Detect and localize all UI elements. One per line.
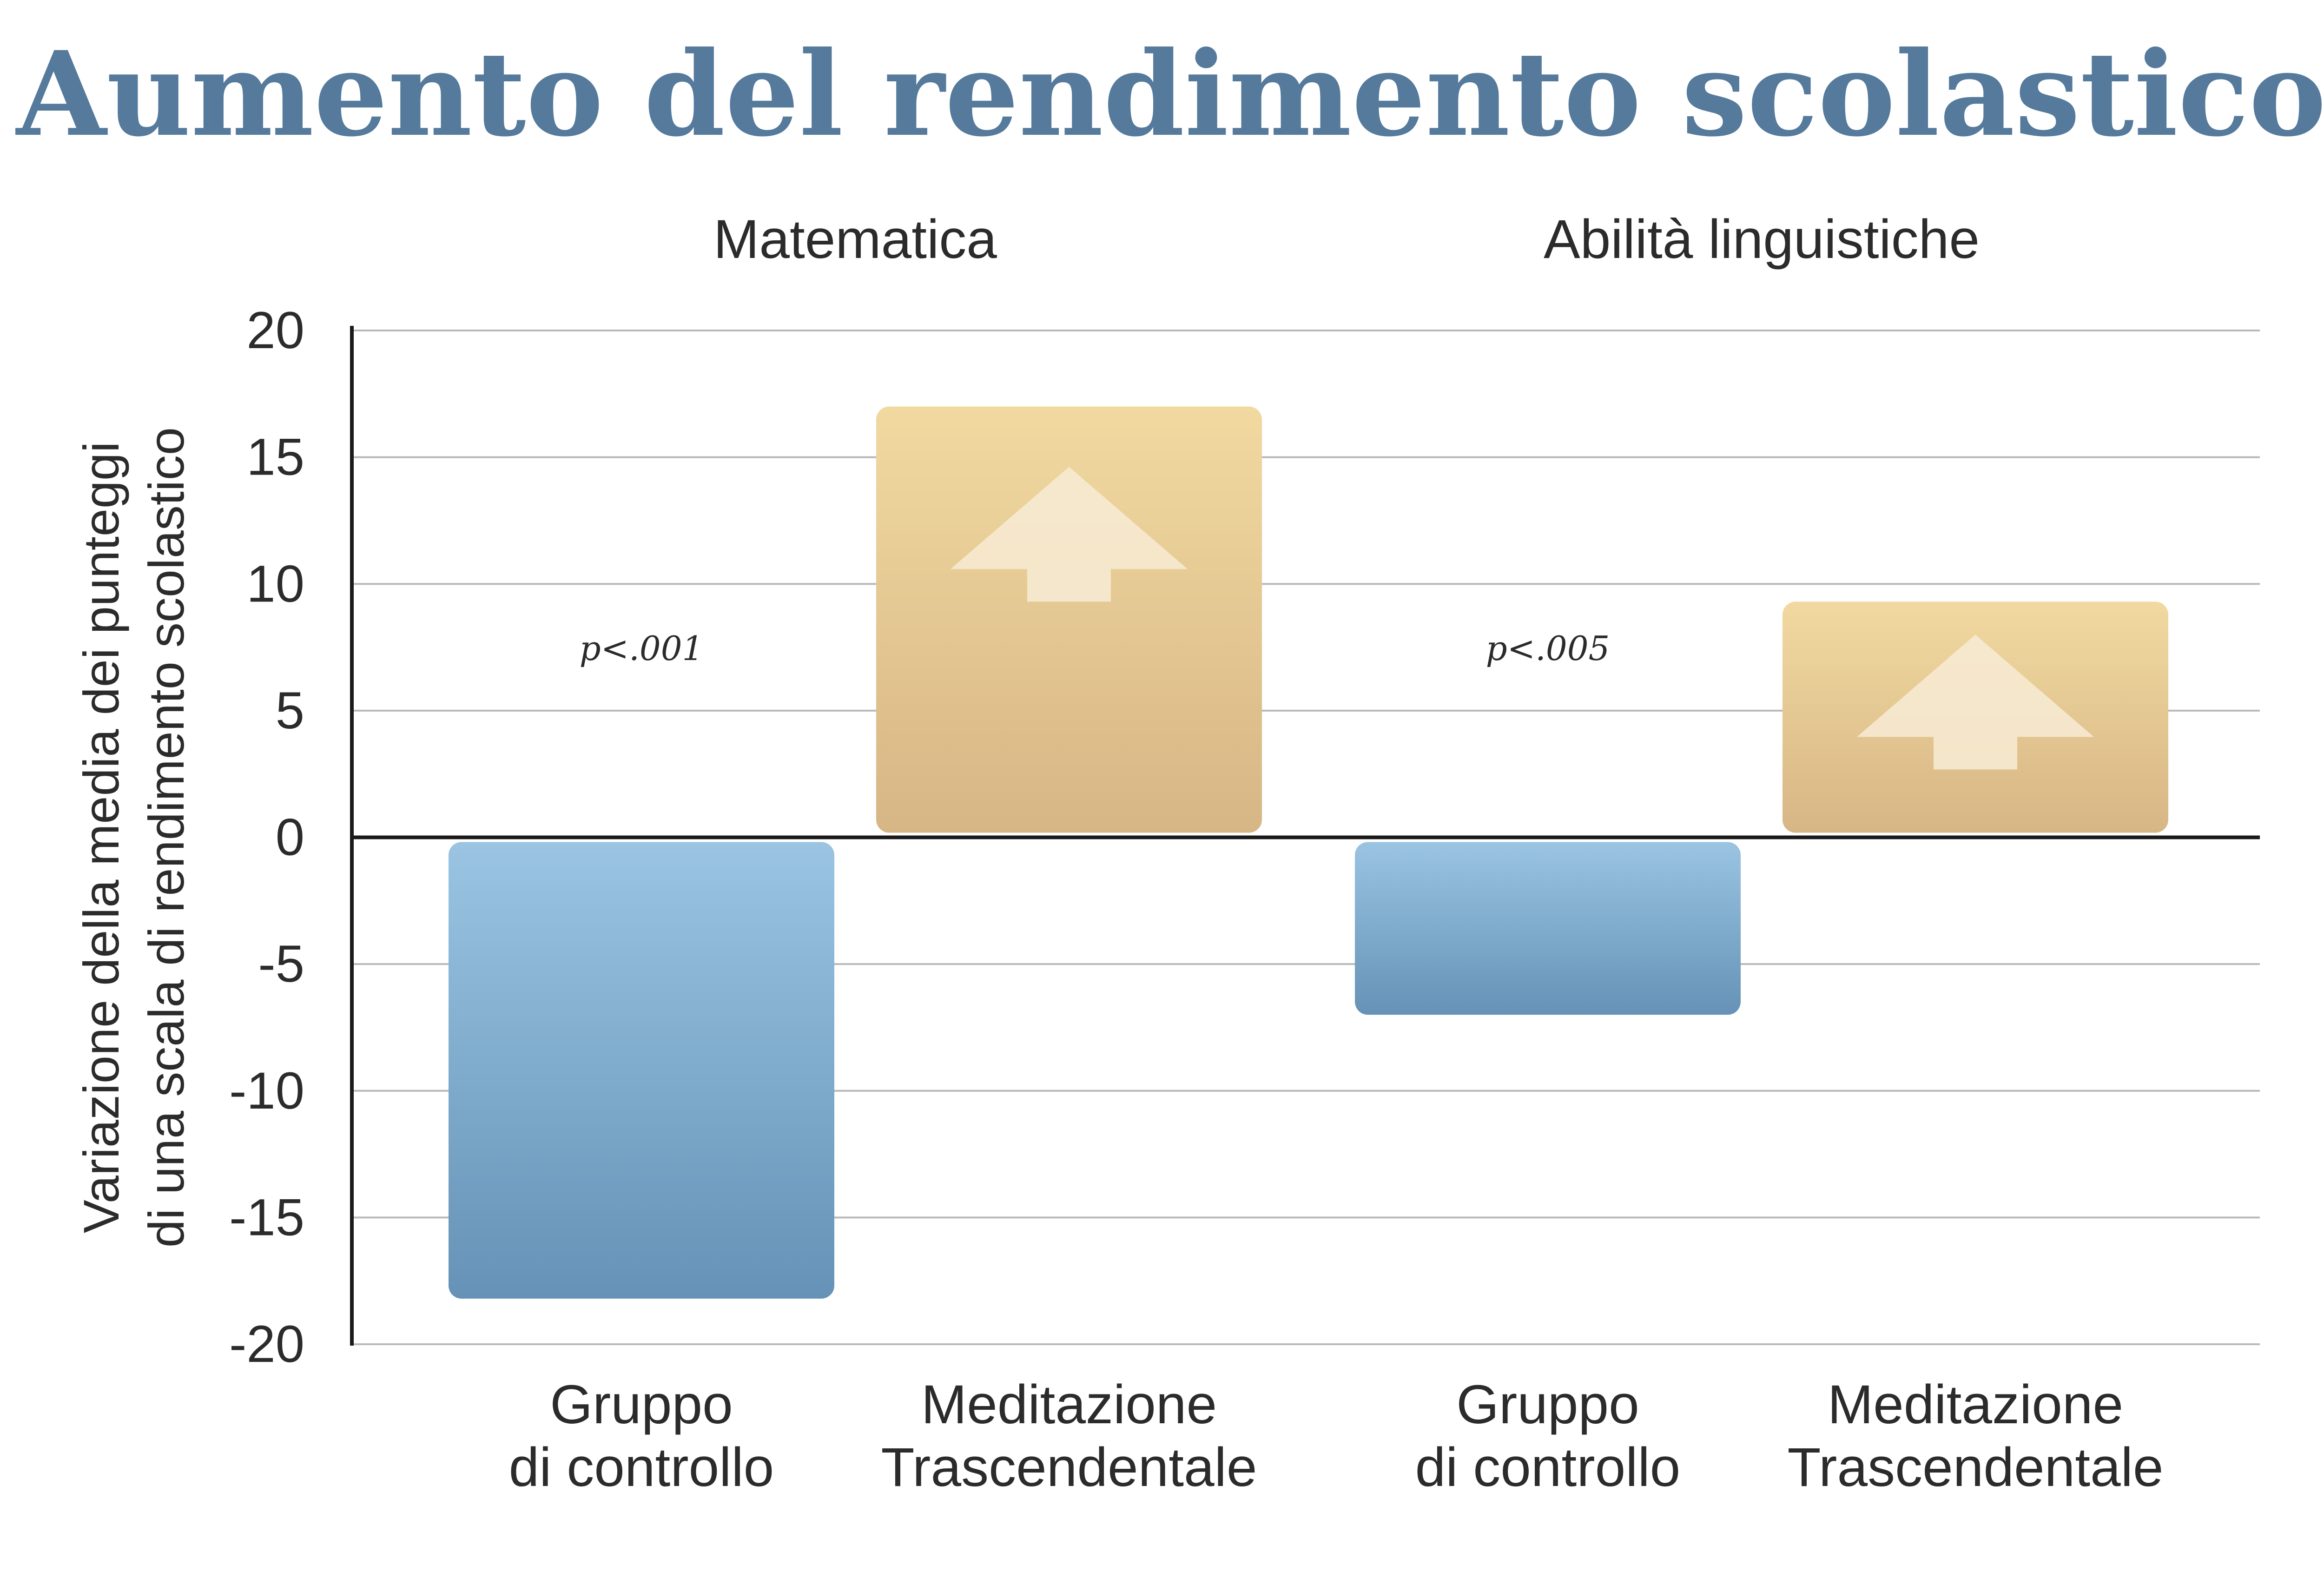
axes — [350, 326, 2260, 1346]
x-category-label: Trascendentale — [881, 1437, 1257, 1498]
group-label: Abilità linguistiche — [1544, 209, 1980, 270]
bar-tm — [876, 406, 1262, 833]
y-tick-label: 10 — [246, 555, 304, 613]
y-axis-label: di una scala di rendimento scolastico — [138, 427, 194, 1248]
p-value-annotation: p<.001 — [580, 629, 704, 668]
x-category-label: Meditazione — [1828, 1374, 2123, 1435]
x-category-label: Gruppo — [1456, 1374, 1639, 1435]
y-tick-label: 20 — [246, 301, 304, 359]
chart-title: Aumento del rendimento scolastico — [15, 26, 2324, 162]
bars — [449, 406, 2168, 1299]
y-tick-label: -20 — [229, 1315, 304, 1373]
x-category-label: di controllo — [509, 1437, 774, 1498]
x-category-label: Meditazione — [921, 1374, 1217, 1435]
y-tick-label: 0 — [276, 808, 304, 866]
bar-control — [449, 842, 834, 1299]
x-category-label: Gruppo — [550, 1374, 733, 1435]
y-tick-label: 15 — [246, 428, 304, 486]
y-tick-label: -15 — [229, 1188, 304, 1246]
y-tick-label: -10 — [229, 1062, 304, 1120]
up-arrow-icon — [951, 467, 1188, 602]
x-category-label: di controllo — [1415, 1437, 1681, 1498]
group-label: Matematica — [713, 209, 997, 270]
x-category-label: Trascendentale — [1787, 1437, 2163, 1498]
p-value-annotation: p<.005 — [1486, 629, 1610, 668]
y-tick-label: -5 — [258, 935, 304, 993]
bar-control — [1355, 842, 1741, 1015]
up-arrow-icon — [1857, 634, 2094, 770]
y-tick-label: 5 — [276, 681, 304, 740]
labels: 20 15 10 5 0 -5 -10 -15 -20 Variazione della medi… — [73, 209, 2164, 1498]
y-axis-label: Variazione della media dei punteggi — [73, 442, 129, 1233]
